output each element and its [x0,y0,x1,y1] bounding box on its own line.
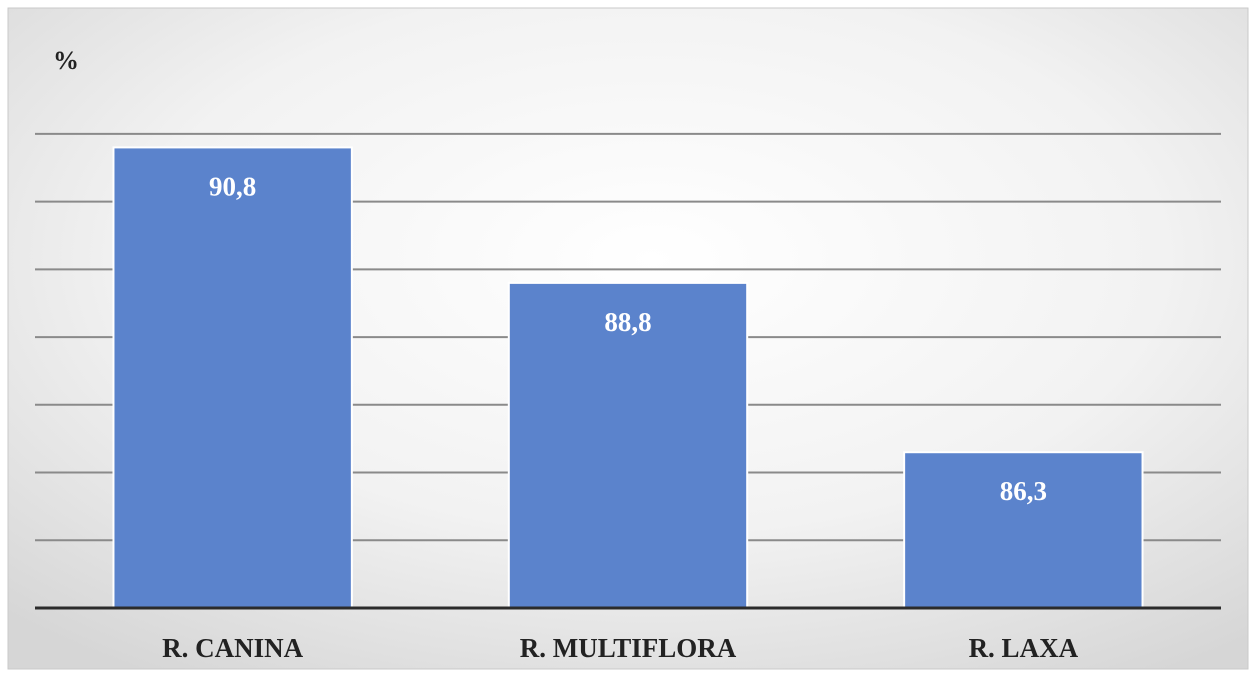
data-labels: 90,8 88,8 86,3 [209,171,1047,506]
x-tick-label: R. CANINA [162,633,304,663]
data-label: 90,8 [209,171,256,201]
y-axis-label: % [53,46,79,75]
bar-r-multiflora [507,281,749,609]
bar-r-laxa [903,451,1144,610]
data-label: 88,8 [604,307,651,337]
data-label: 86,3 [1000,476,1047,506]
bars [112,146,1144,610]
x-tick-label: R. MULTIFLORA [520,633,737,663]
bar-r-canina [112,146,353,609]
x-tick-label: R. LAXA [969,633,1079,663]
x-axis-ticks: R. CANINA R. MULTIFLORA R. LAXA [162,633,1078,663]
